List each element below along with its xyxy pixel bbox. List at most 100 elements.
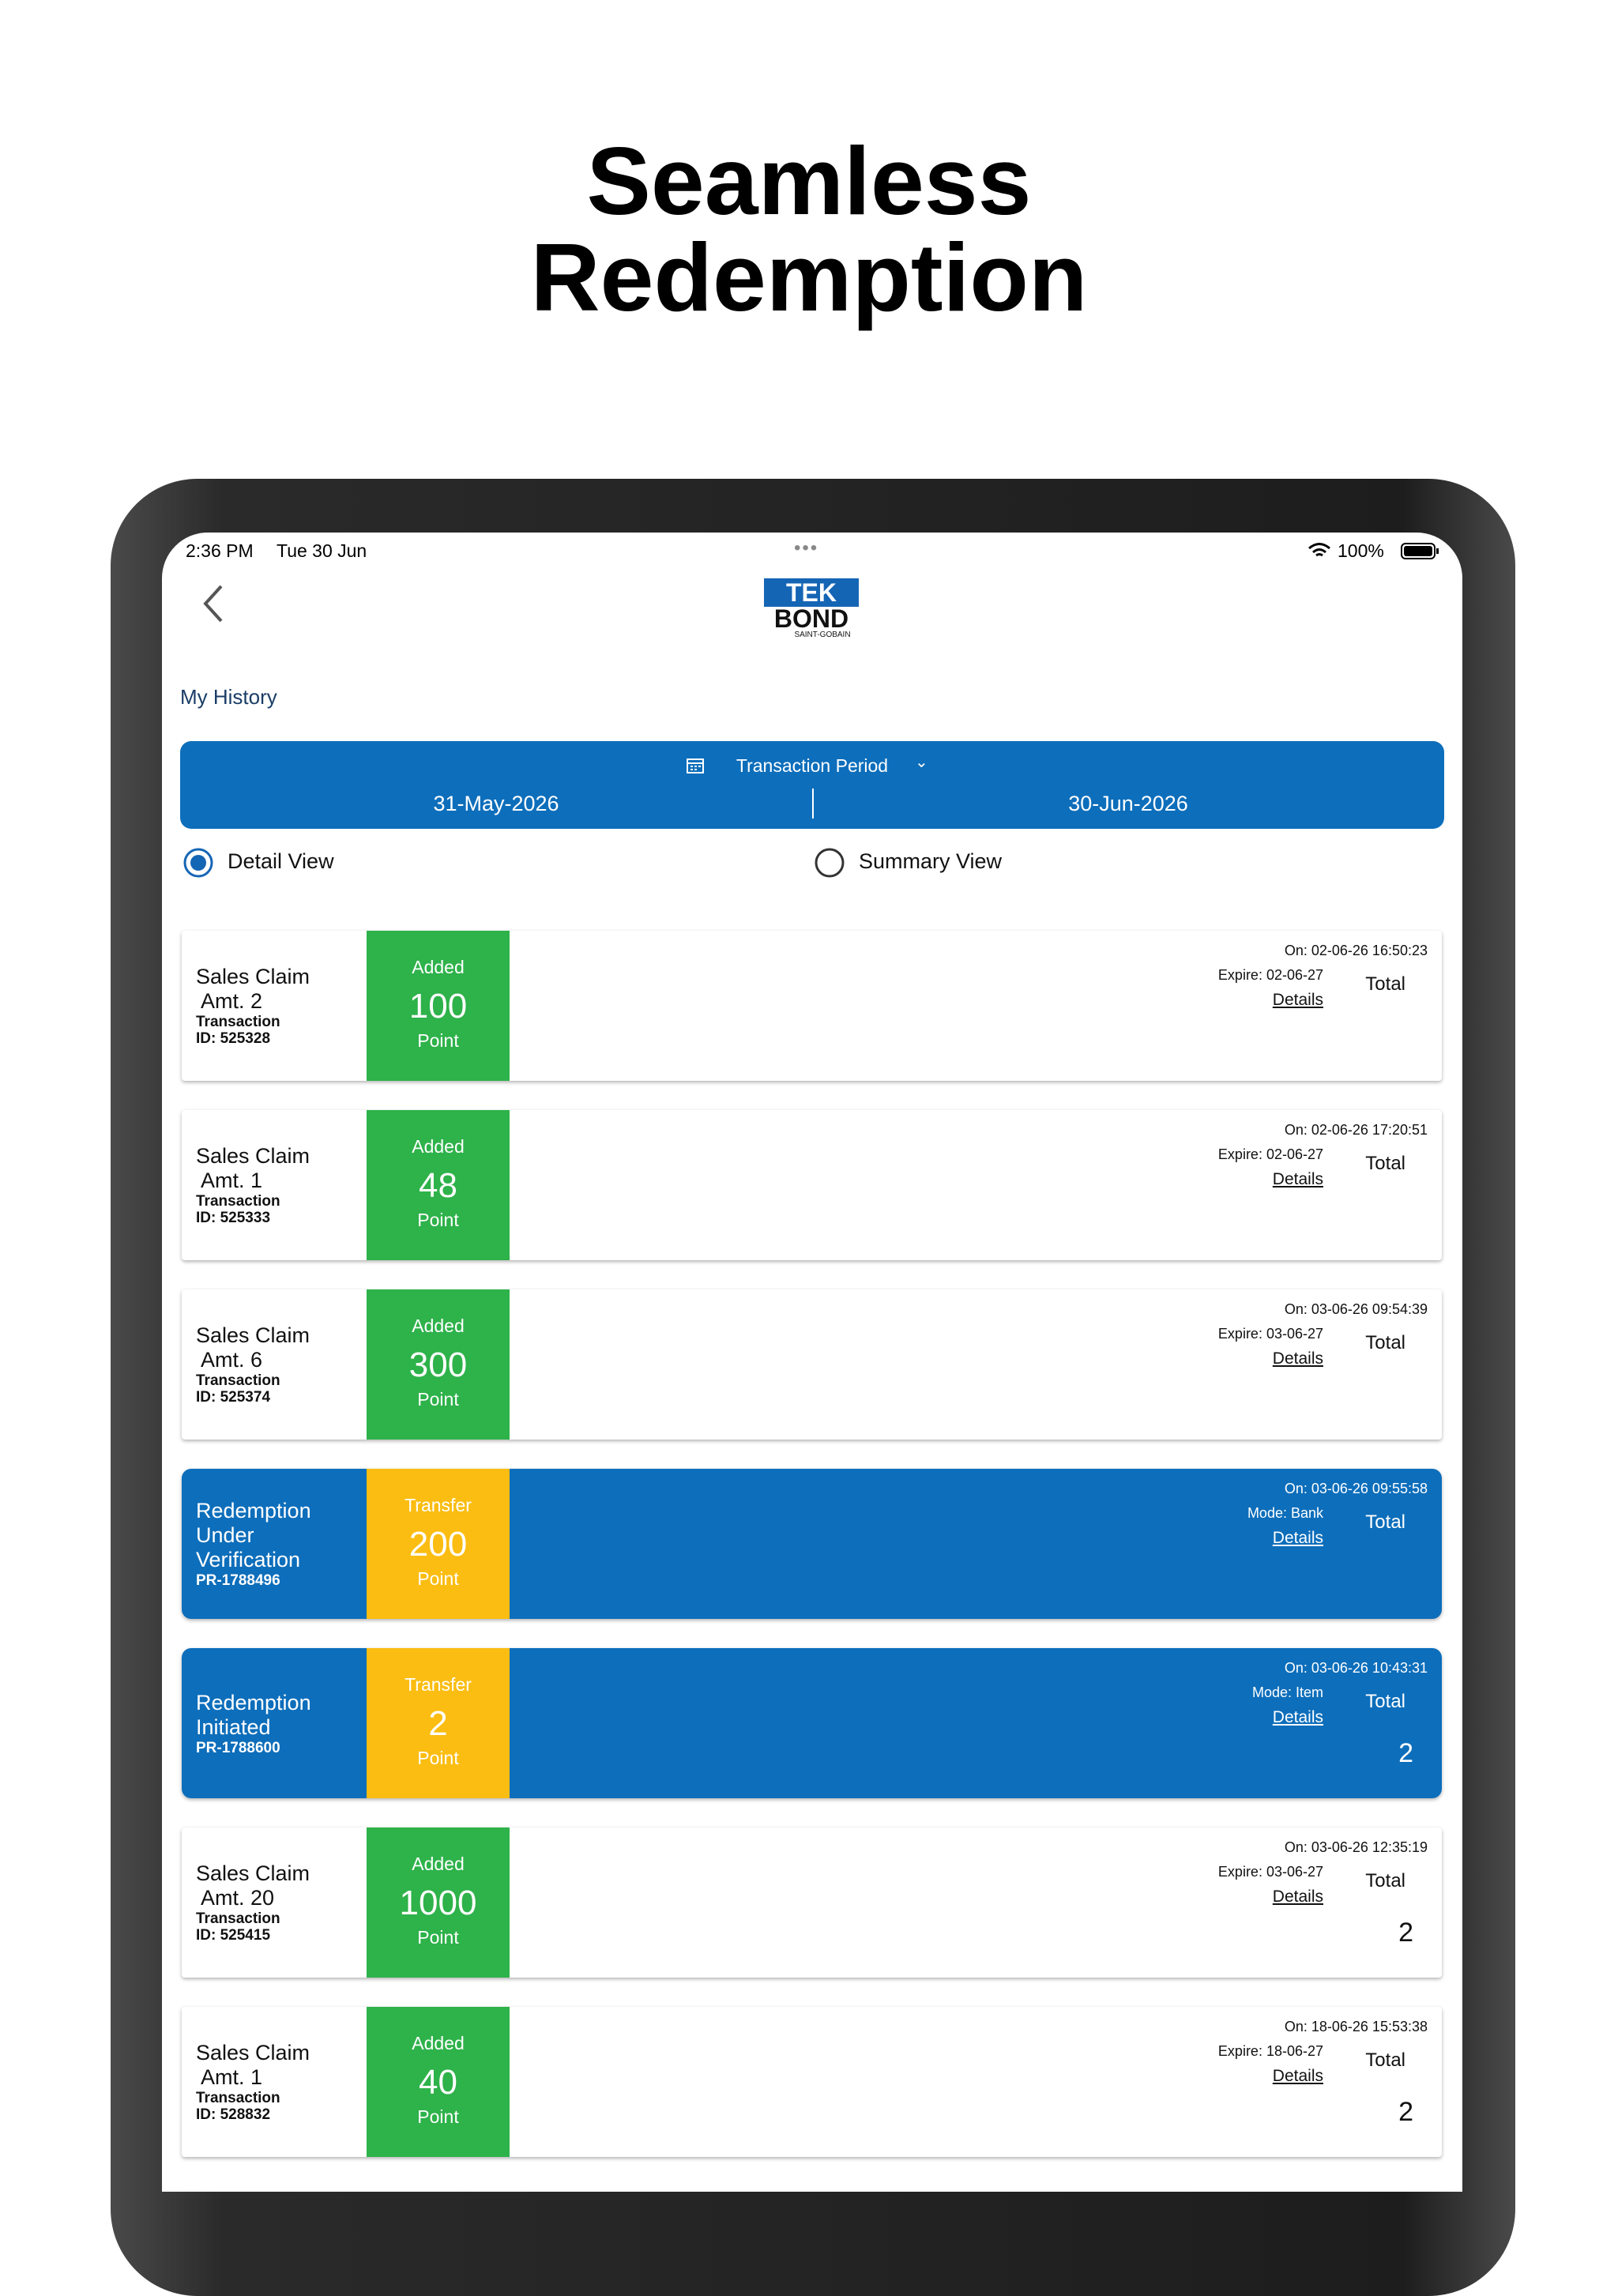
- headline: Redemption: [530, 224, 1088, 331]
- transaction-card[interactable]: Sales Claim Amt. 1 Transaction ID: 528832 A…: [182, 2007, 1442, 2157]
- card-title-line: Sales Claim: [196, 1861, 310, 1885]
- transaction-meta: Expire: 02-06-27: [1217, 1146, 1323, 1162]
- transaction-card[interactable]: Redemption Under Verification PR-1788496 Tra…: [182, 1469, 1442, 1619]
- details-link[interactable]: Details: [1272, 991, 1323, 1009]
- card-title-line: Redemption: [196, 1499, 311, 1523]
- battery-text: 100%: [1338, 540, 1384, 561]
- badge-amount: 40: [419, 2063, 457, 2102]
- period-box[interactable]: Transaction Period ⌄ 31-May-2026 30-Jun-…: [180, 741, 1444, 829]
- card-id-line: Transaction: [196, 1193, 280, 1210]
- card-id-line: Transaction: [196, 1372, 280, 1389]
- period-from: 31-May-2026: [433, 792, 559, 815]
- wifi-icon: [1308, 543, 1330, 557]
- transaction-card[interactable]: Sales Claim Amt. 1 Transaction ID: 525333 A…: [182, 1110, 1442, 1260]
- total-value: 2: [1398, 1738, 1413, 1768]
- card-id-line: PR-1788600: [196, 1739, 280, 1756]
- divider: [812, 789, 814, 819]
- transaction-card[interactable]: Sales Claim Amt. 20 Transaction ID: 525415…: [182, 1827, 1442, 1978]
- badge-unit: Point: [417, 1927, 459, 1948]
- transaction-meta: Expire: 03-06-27: [1217, 1864, 1323, 1880]
- badge-amount: 1000: [399, 1884, 477, 1922]
- card-title-line: Amt. 1: [196, 2065, 263, 2089]
- transaction-meta: Mode: Bank: [1247, 1505, 1323, 1521]
- multitask-dots: •••: [794, 537, 819, 559]
- card-title-block: Sales Claim Amt. 2 Transaction ID: 525328: [196, 931, 362, 1081]
- total-value: 2: [1398, 2097, 1413, 2127]
- points-badge: Transfer 2 Point: [367, 1648, 510, 1798]
- total-value: 2: [1398, 1918, 1413, 1948]
- radio-summary[interactable]: [814, 847, 845, 879]
- page-title: My History: [180, 685, 277, 709]
- points-badge: Added 48 Point: [367, 1110, 510, 1260]
- screen: 2:36 PM Tue 30 Jun ••• 100% TEK BOND SAI…: [162, 533, 1462, 2192]
- details-link[interactable]: Details: [1272, 1170, 1323, 1188]
- badge-unit: Point: [417, 2106, 459, 2127]
- badge-amount: 300: [408, 1346, 468, 1384]
- points-badge: Added 100 Point: [367, 931, 510, 1081]
- card-id-line: Transaction: [196, 1014, 280, 1030]
- radio-detail-label[interactable]: Detail View: [228, 849, 334, 873]
- badge-label: Added: [412, 1315, 465, 1336]
- card-id-line: PR-1788496: [196, 1572, 280, 1589]
- period-to: 30-Jun-2026: [1068, 792, 1188, 815]
- transaction-date: On: 03-06-26 09:54:39: [1284, 1301, 1428, 1317]
- card-id-line: ID: 525374: [196, 1389, 271, 1406]
- card-title-line: Sales Claim: [196, 965, 310, 988]
- total-label: Total: [1365, 973, 1405, 995]
- status-date: Tue 30 Jun: [277, 540, 367, 561]
- card-title-line: Sales Claim: [196, 1144, 310, 1168]
- total-label: Total: [1365, 2049, 1405, 2071]
- badge-label: Added: [412, 957, 465, 977]
- transaction-date: On: 18-06-26 15:53:38: [1284, 2019, 1428, 2034]
- details-link[interactable]: Details: [1272, 2067, 1323, 2085]
- logo-bond: BOND: [773, 604, 849, 633]
- total-label: Total: [1365, 1511, 1405, 1533]
- total-label: Total: [1365, 1153, 1405, 1174]
- details-link[interactable]: Details: [1272, 1529, 1323, 1547]
- points-badge: Added 1000 Point: [367, 1827, 510, 1978]
- badge-label: Added: [412, 2033, 465, 2053]
- card-title-block: Redemption Initiated PR-1788600: [196, 1648, 362, 1798]
- back-button[interactable]: [198, 582, 229, 626]
- badge-unit: Point: [417, 1210, 459, 1230]
- badge-amount: 2: [428, 1704, 448, 1743]
- radio-detail[interactable]: [182, 847, 214, 879]
- badge-unit: Point: [417, 1568, 459, 1589]
- headline: Seamless: [586, 127, 1032, 235]
- total-label: Total: [1365, 1870, 1405, 1891]
- points-badge: Added 40 Point: [367, 2007, 510, 2157]
- card-title-line: Sales Claim: [196, 1323, 310, 1347]
- details-link[interactable]: Details: [1272, 1349, 1323, 1368]
- transaction-meta: Expire: 03-06-27: [1217, 1326, 1323, 1342]
- card-id-line: ID: 525333: [196, 1210, 271, 1226]
- total-label: Total: [1365, 1332, 1405, 1353]
- badge-label: Added: [412, 1854, 465, 1874]
- card-id-line: Transaction: [196, 2090, 280, 2106]
- points-badge: Transfer 200 Point: [367, 1469, 510, 1619]
- transaction-card[interactable]: Sales Claim Amt. 6 Transaction ID: 525374 A…: [182, 1289, 1442, 1440]
- total-label: Total: [1365, 1691, 1405, 1712]
- transaction-date: On: 03-06-26 09:55:58: [1284, 1481, 1428, 1496]
- transaction-date: On: 02-06-26 17:20:51: [1284, 1122, 1428, 1138]
- card-title-block: Redemption Under Verification PR-1788496: [196, 1469, 362, 1619]
- card-title-line: Amt. 1: [196, 1169, 263, 1192]
- logo-tek: TEK: [764, 578, 859, 607]
- transaction-card[interactable]: Redemption Initiated PR-1788600 Transfer 2 Po…: [182, 1648, 1442, 1798]
- card-id-line: Transaction: [196, 1910, 280, 1927]
- radio-summary-label[interactable]: Summary View: [859, 849, 1003, 873]
- card-title-line: Amt. 6: [196, 1348, 263, 1372]
- dropdown-chevron: ⌄: [915, 754, 928, 771]
- badge-label: Added: [412, 1136, 465, 1157]
- card-title-line: Redemption: [196, 1690, 311, 1714]
- calendar-icon: [687, 758, 704, 773]
- badge-amount: 100: [408, 987, 468, 1026]
- card-title-block: Sales Claim Amt. 20 Transaction ID: 525415: [196, 1827, 362, 1978]
- page: Seamless Redemption 2:36 PM Tue 30 Jun •…: [111, 127, 1515, 2296]
- card-title-line: Amt. 20: [196, 1886, 275, 1910]
- transaction-date: On: 03-06-26 12:35:19: [1284, 1839, 1428, 1855]
- period-label: Transaction Period: [736, 755, 889, 776]
- details-link[interactable]: Details: [1272, 1888, 1323, 1906]
- card-title-block: Sales Claim Amt. 1 Transaction ID: 525333: [196, 1110, 362, 1260]
- transaction-card[interactable]: Sales Claim Amt. 2 Transaction ID: 525328 A…: [182, 931, 1442, 1081]
- details-link[interactable]: Details: [1272, 1708, 1323, 1726]
